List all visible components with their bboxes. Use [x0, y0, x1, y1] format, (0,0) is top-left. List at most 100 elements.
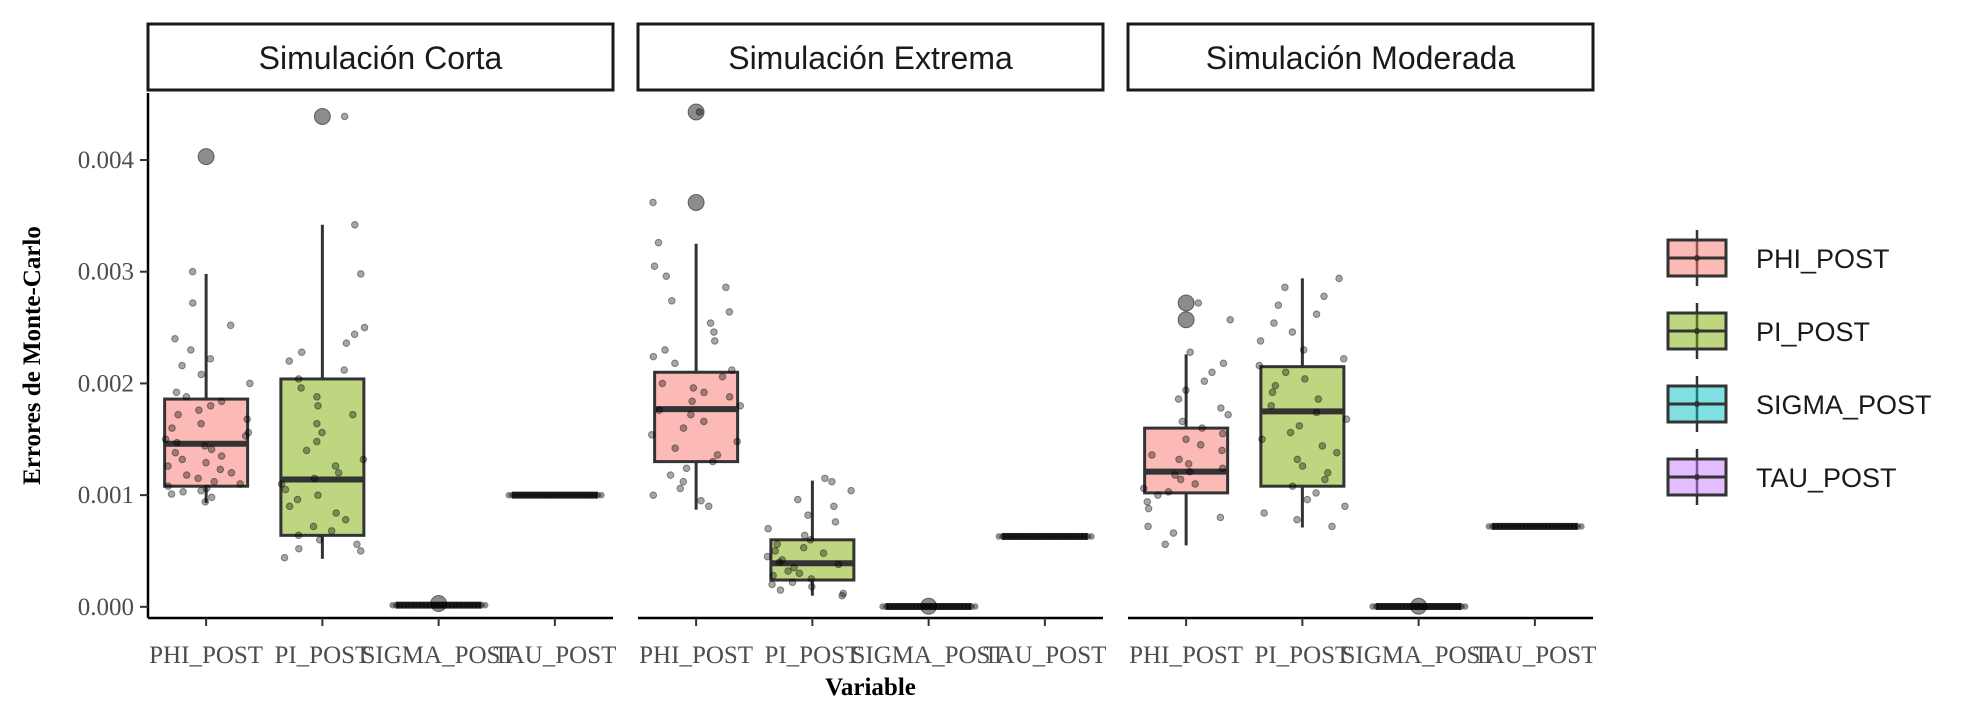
jitter-point	[1058, 533, 1066, 540]
jitter-point	[441, 601, 448, 609]
jitter-point	[1178, 417, 1187, 426]
jitter-point	[1435, 603, 1443, 610]
jitter-point	[350, 330, 359, 339]
jitter-point	[821, 474, 829, 483]
jitter-point	[1314, 395, 1323, 403]
jitter-point	[188, 267, 197, 276]
jitter-point	[407, 601, 415, 609]
jitter-point	[671, 444, 679, 453]
jitter-point	[516, 491, 524, 499]
jitter-point	[512, 491, 520, 499]
outlier-point	[313, 107, 331, 125]
jitter-point	[1218, 446, 1226, 455]
jitter-point	[1492, 523, 1500, 530]
jitter-point	[934, 603, 942, 610]
jitter-point	[718, 372, 727, 381]
jitter-point	[687, 410, 695, 419]
jitter-point	[202, 458, 210, 467]
jitter-point	[1176, 475, 1185, 484]
jitter-point	[1312, 408, 1321, 417]
outlier-point	[687, 103, 705, 121]
jitter-point	[971, 603, 979, 610]
outlier-point	[687, 193, 705, 211]
jitter-point	[1541, 523, 1548, 530]
jitter-point	[217, 452, 226, 460]
jitter-point	[1526, 523, 1533, 530]
jitter-point	[318, 428, 326, 437]
box-body	[1143, 426, 1230, 495]
jitter-point	[1417, 603, 1425, 610]
panel-title: Simulación Corta	[259, 40, 503, 76]
jitter-point	[879, 603, 886, 610]
jitter-point	[1200, 377, 1209, 385]
jitter-point	[509, 491, 516, 499]
jitter-point	[1380, 603, 1388, 610]
jitter-point	[1552, 523, 1559, 530]
jitter-point	[1010, 533, 1017, 540]
jitter-point	[1217, 404, 1225, 412]
jitter-point	[201, 442, 209, 450]
jitter-point	[662, 272, 671, 280]
jitter-point	[788, 578, 797, 587]
jitter-point	[912, 603, 920, 610]
jitter-point	[168, 424, 176, 432]
jitter-point	[353, 540, 361, 549]
jitter-point	[430, 601, 437, 609]
jitter-point	[207, 493, 216, 502]
jitter-point	[351, 221, 359, 229]
jitter-point	[1413, 603, 1421, 610]
jitter-point	[800, 531, 809, 540]
jitter-point	[1537, 523, 1544, 530]
jitter-point	[1439, 603, 1447, 610]
jitter-point	[839, 589, 848, 598]
jitter-point	[679, 424, 688, 432]
jitter-point	[206, 401, 215, 410]
y-tick-label: 0.001	[78, 482, 134, 509]
jitter-point	[178, 361, 186, 370]
jitter-point	[187, 346, 195, 354]
jitter-point	[666, 471, 675, 479]
outlier-point	[920, 597, 938, 615]
jitter-point	[241, 432, 250, 440]
jitter-point	[418, 601, 426, 609]
jitter-point	[1017, 533, 1025, 540]
jitter-point	[700, 417, 708, 426]
jitter-point	[1226, 315, 1235, 324]
jitter-point	[1318, 442, 1327, 450]
jitter-point	[1332, 448, 1341, 457]
jitter-point	[1186, 348, 1194, 356]
jitter-point	[227, 468, 236, 477]
jitter-point	[280, 553, 289, 562]
jitter-point	[1256, 337, 1265, 345]
jitter-point	[341, 515, 350, 524]
jitter-point	[172, 388, 181, 397]
jitter-point	[953, 603, 960, 610]
jitter-point	[1410, 603, 1417, 610]
jitter-point	[1303, 495, 1312, 504]
jitter-point	[713, 451, 722, 459]
jitter-point	[776, 586, 785, 594]
jitter-point	[649, 352, 658, 361]
jitter-point	[1088, 533, 1095, 540]
jitter-point	[277, 480, 286, 488]
jitter-point	[161, 435, 170, 444]
jitter-point	[315, 536, 324, 544]
jitter-point	[668, 296, 676, 305]
jitter-point	[1454, 603, 1462, 610]
jitter-point	[1047, 533, 1054, 540]
jitter-point	[422, 601, 430, 609]
jitter-point	[769, 571, 777, 580]
jitter-point	[1198, 424, 1206, 432]
jitter-point	[524, 491, 531, 499]
jitter-point	[688, 397, 696, 406]
jitter-point	[568, 491, 576, 499]
y-tick-label: 0.003	[78, 259, 134, 286]
jitter-point	[1069, 533, 1077, 540]
y-tick-label: 0.002	[78, 370, 134, 397]
jitter-point	[1395, 603, 1402, 610]
x-tick-label: TAU_POST	[493, 642, 616, 669]
jitter-point	[945, 603, 953, 610]
jitter-point	[197, 419, 205, 428]
jitter-point	[927, 603, 935, 610]
jitter-point	[174, 410, 182, 419]
